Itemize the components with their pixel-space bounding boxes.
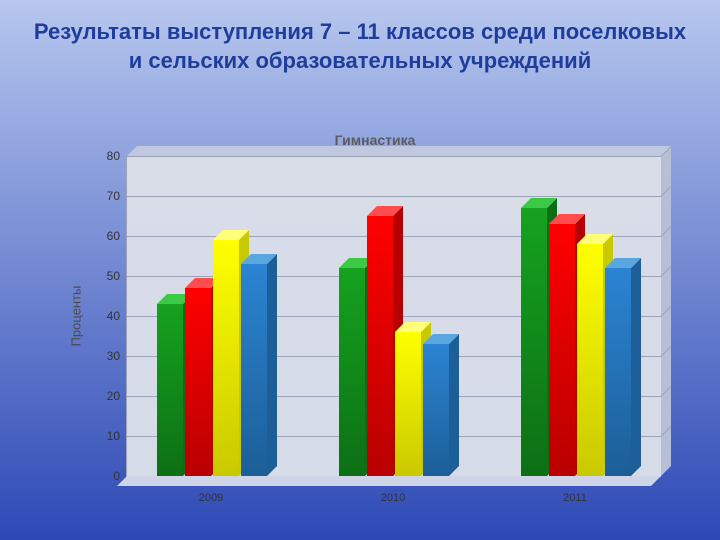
plot-area [126,156,661,477]
y-axis-title: Проценты [69,286,84,347]
x-tick-label: 2010 [381,492,405,504]
bar [549,224,575,476]
x-tick-label: 2011 [563,492,587,504]
y-tick-label: 60 [92,229,120,243]
bar [423,344,449,476]
bar [605,268,631,476]
y-tick-label: 80 [92,149,120,163]
chart-container: Гимнастика Проценты 01020304050607080200… [80,130,670,510]
bar [185,288,211,476]
bar [157,304,183,476]
bar [213,240,239,476]
bar [339,268,365,476]
back-wall-top [127,146,671,156]
bar [521,208,547,476]
gridline [127,156,661,157]
y-tick-label: 10 [92,429,120,443]
y-tick-label: 70 [92,189,120,203]
y-tick-label: 40 [92,309,120,323]
slide-title: Результаты выступления 7 – 11 классов ср… [0,0,720,81]
bar [577,244,603,476]
bar-side [449,334,459,476]
bar [395,332,421,476]
bar-side [267,254,277,476]
y-tick-label: 50 [92,269,120,283]
bar-side [631,258,641,476]
bar [367,216,393,476]
gridline [127,196,661,197]
x-tick-label: 2009 [199,492,223,504]
y-tick-label: 20 [92,389,120,403]
y-tick-label: 0 [92,469,120,483]
floor [117,476,661,486]
bar [241,264,267,476]
y-tick-label: 30 [92,349,120,363]
